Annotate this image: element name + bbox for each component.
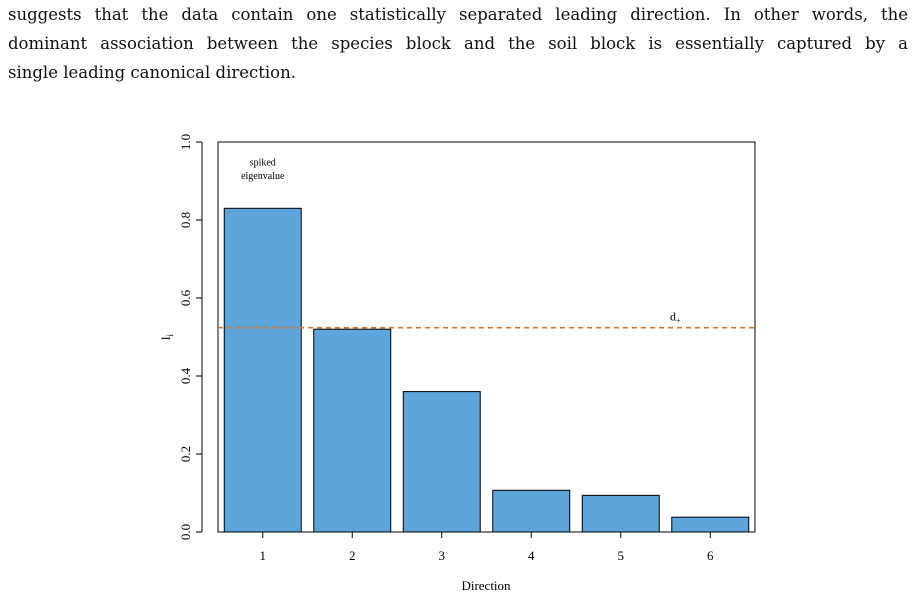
- y-tick-label-0.8: 0.8: [178, 212, 193, 228]
- bar-6: [671, 516, 750, 533]
- paragraph-line-1: suggests that the data contain one stati…: [8, 5, 908, 24]
- threshold-label: d+: [670, 310, 681, 326]
- annotation-line-2: eigenvalue: [241, 171, 285, 182]
- y-tick-label-1.0: 1.0: [178, 134, 193, 150]
- paragraph-line-3: single leading canonical direction.: [8, 63, 296, 82]
- bar-3: [402, 391, 481, 533]
- x-axis: 1 2 3 4 5 6: [260, 532, 714, 563]
- threshold-label-main: d: [670, 310, 676, 324]
- y-tick-label-0.4: 0.4: [178, 367, 193, 384]
- x-tick-label-5: 5: [618, 548, 625, 563]
- x-tick-label-2: 2: [349, 548, 356, 563]
- y-axis-label-main: l: [158, 336, 173, 340]
- threshold-label-subscript: +: [676, 317, 681, 326]
- y-tick-label-0.0: 0.0: [178, 524, 193, 540]
- x-axis-label: Direction: [461, 578, 511, 593]
- x-tick-label-3: 3: [439, 548, 446, 563]
- y-axis: 0.0 0.2 0.4 0.6 0.8 1.0: [178, 134, 203, 540]
- x-tick-label-1: 1: [260, 548, 267, 563]
- paragraph-line-2: dominant association between the species…: [8, 34, 908, 53]
- bars-group: [223, 207, 750, 533]
- bar-5: [581, 494, 660, 533]
- body-paragraph: suggests that the data contain one stati…: [8, 0, 908, 87]
- x-tick-label-4: 4: [528, 548, 535, 563]
- plot-frame: [217, 141, 756, 533]
- annotation-line-1: spiked: [250, 157, 276, 168]
- y-axis-label: li: [158, 333, 175, 340]
- y-tick-label-0.2: 0.2: [178, 446, 193, 462]
- y-axis-label-subscript: i: [165, 333, 175, 336]
- bar-1: [223, 207, 302, 533]
- bar-2: [313, 328, 392, 533]
- y-tick-label-0.6: 0.6: [178, 289, 193, 306]
- bar-4: [492, 489, 571, 533]
- x-tick-label-6: 6: [707, 548, 714, 563]
